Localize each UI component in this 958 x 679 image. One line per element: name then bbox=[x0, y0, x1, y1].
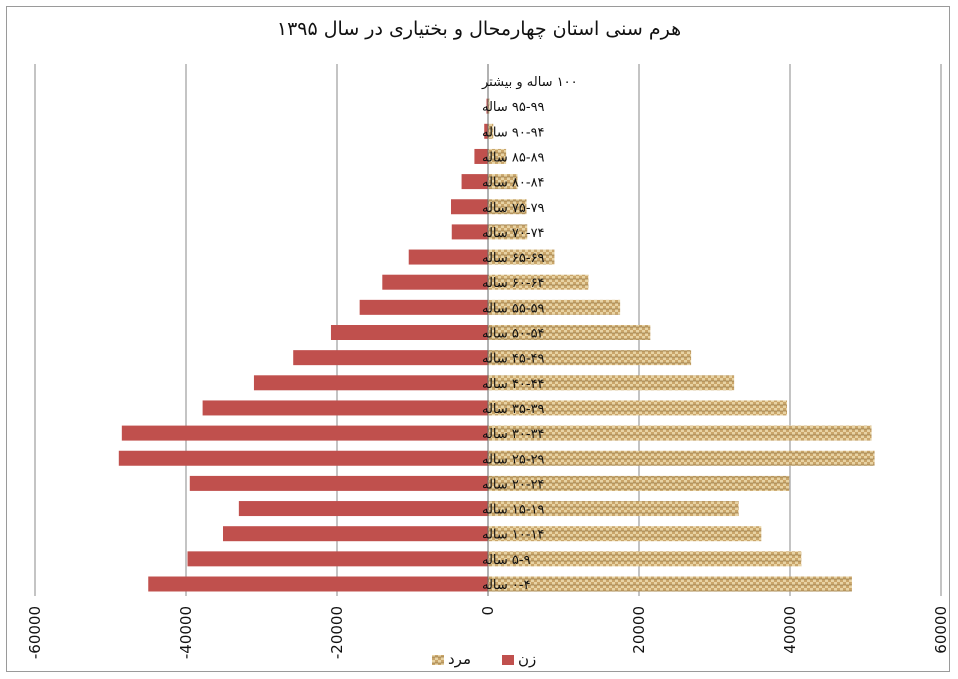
category-label-0: ۰-۴ ساله bbox=[482, 578, 531, 593]
legend-swatch-male bbox=[432, 655, 444, 665]
category-label-10: ۵۰-۵۴ ساله bbox=[482, 327, 545, 342]
bar-female-1 bbox=[187, 551, 488, 567]
category-label-3: ۱۵-۱۹ ساله bbox=[482, 503, 545, 518]
bar-male-13 bbox=[488, 249, 555, 265]
bar-female-4 bbox=[189, 475, 488, 491]
bar-female-9 bbox=[293, 350, 488, 366]
bar-male-0 bbox=[488, 576, 852, 592]
bar-female-7 bbox=[202, 400, 489, 416]
bar-female-11 bbox=[359, 299, 488, 315]
x-tick-label-5: 40000 bbox=[781, 606, 799, 654]
bar-male-18 bbox=[488, 123, 494, 139]
bar-male-5 bbox=[488, 450, 875, 466]
bar-male-14 bbox=[488, 224, 528, 240]
bar-male-10 bbox=[488, 325, 651, 340]
category-label-1: ۵-۹ ساله bbox=[482, 553, 531, 568]
bar-female-10 bbox=[330, 325, 488, 340]
bar-female-6 bbox=[121, 425, 488, 441]
bar-male-8 bbox=[488, 375, 735, 391]
category-label-4: ۲۰-۲۴ ساله bbox=[482, 477, 545, 492]
bar-male-17 bbox=[488, 148, 507, 164]
x-tick-label-2: -20000 bbox=[328, 606, 346, 659]
category-label-6: ۳۰-۳۴ ساله bbox=[482, 427, 545, 442]
bar-female-18 bbox=[484, 123, 488, 139]
bar-female-13 bbox=[408, 249, 488, 265]
category-label-5: ۲۵-۲۹ ساله bbox=[482, 452, 545, 467]
bar-female-5 bbox=[118, 450, 489, 466]
bar-male-15 bbox=[488, 199, 527, 215]
category-label-12: ۶۰-۶۴ ساله bbox=[482, 276, 545, 291]
x-tick-label-4: 20000 bbox=[630, 606, 648, 654]
bar-male-11 bbox=[488, 299, 621, 315]
bar-female-17 bbox=[474, 148, 488, 164]
bar-female-16 bbox=[461, 174, 488, 190]
category-label-16: ۸۰-۸۴ ساله bbox=[482, 176, 545, 191]
category-label-19: ۹۵-۹۹ ساله bbox=[482, 100, 545, 115]
bar-female-15 bbox=[451, 199, 488, 215]
category-label-20: ۱۰۰ ساله و بیشتر bbox=[481, 75, 578, 90]
category-label-15: ۷۵-۷۹ ساله bbox=[482, 201, 545, 216]
bar-male-19 bbox=[488, 98, 490, 114]
bar-female-0 bbox=[148, 576, 488, 592]
category-label-17: ۸۵-۸۹ ساله bbox=[482, 150, 545, 165]
bar-male-4 bbox=[488, 475, 790, 491]
bar-male-6 bbox=[488, 425, 872, 441]
category-label-9: ۴۵-۴۹ ساله bbox=[482, 352, 545, 367]
legend-label-female: زن bbox=[518, 650, 536, 668]
bar-female-2 bbox=[222, 526, 488, 542]
category-label-18: ۹۰-۹۴ ساله bbox=[482, 125, 545, 140]
chart-title: هرم سنی استان چهارمحال و بختیاری در سال … bbox=[276, 18, 682, 40]
bar-female-14 bbox=[451, 224, 488, 240]
bar-female-19 bbox=[486, 98, 488, 114]
category-label-2: ۱۰-۱۴ ساله bbox=[482, 528, 545, 543]
legend-swatch-female bbox=[502, 655, 514, 665]
bar-male-9 bbox=[488, 350, 692, 366]
bar-male-3 bbox=[488, 501, 739, 517]
bar-female-12 bbox=[382, 274, 488, 290]
bar-male-7 bbox=[488, 400, 787, 416]
bar-male-12 bbox=[488, 274, 589, 290]
category-label-8: ۴۰-۴۴ ساله bbox=[482, 377, 545, 392]
x-tick-label-3: 0 bbox=[479, 606, 497, 616]
x-tick-label-0: -60000 bbox=[26, 606, 44, 659]
category-label-11: ۵۵-۵۹ ساله bbox=[482, 301, 545, 316]
bar-male-16 bbox=[488, 174, 518, 190]
category-label-14: ۷۰-۷۴ ساله bbox=[482, 226, 545, 241]
category-label-7: ۳۵-۳۹ ساله bbox=[482, 402, 545, 417]
category-label-13: ۶۵-۶۹ ساله bbox=[482, 251, 545, 266]
bar-male-2 bbox=[488, 526, 762, 542]
bar-female-3 bbox=[238, 501, 488, 517]
x-tick-label-1: -40000 bbox=[177, 606, 195, 659]
bar-female-8 bbox=[253, 375, 488, 391]
bar-male-1 bbox=[488, 551, 802, 567]
x-tick-label-6: 60000 bbox=[932, 606, 950, 654]
legend-label-male: مرد bbox=[448, 650, 471, 668]
